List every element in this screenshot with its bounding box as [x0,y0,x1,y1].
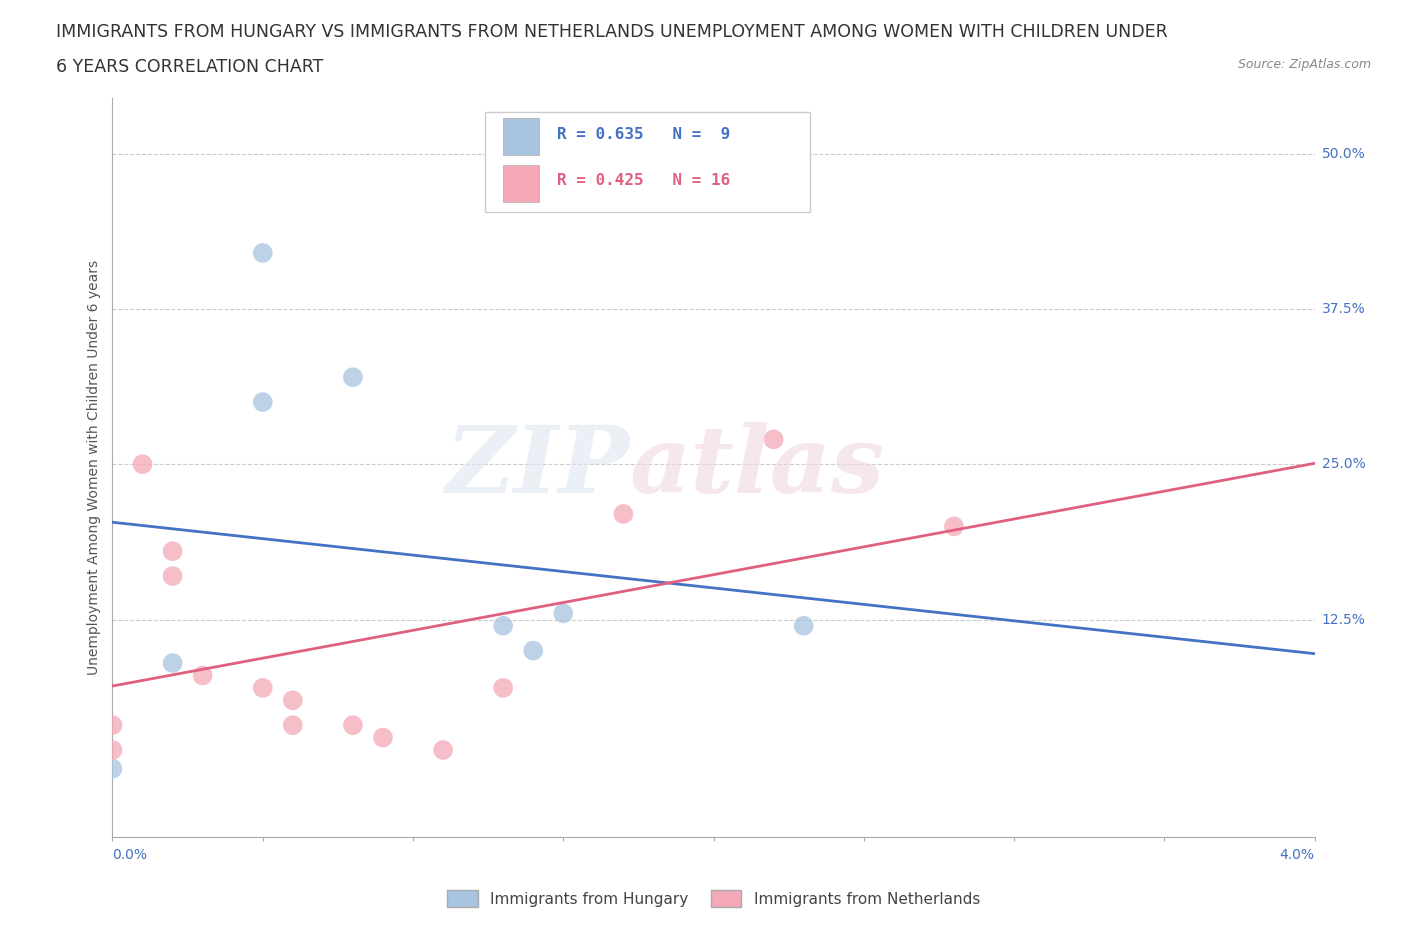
Point [101,762,124,777]
Text: 6 YEARS CORRELATION CHART: 6 YEARS CORRELATION CHART [56,58,323,75]
Legend: Immigrants from Hungary, Immigrants from Netherlands: Immigrants from Hungary, Immigrants from… [439,883,988,914]
Text: 12.5%: 12.5% [1322,613,1365,627]
Point [101,718,124,733]
Text: 50.0%: 50.0% [1322,147,1365,161]
Point [162,568,184,583]
Point [191,668,214,683]
Text: 25.0%: 25.0% [1322,458,1365,472]
Point [162,544,184,559]
Point [252,246,274,260]
Text: IMMIGRANTS FROM HUNGARY VS IMMIGRANTS FROM NETHERLANDS UNEMPLOYMENT AMONG WOMEN : IMMIGRANTS FROM HUNGARY VS IMMIGRANTS FR… [56,23,1168,41]
Point [101,742,124,757]
FancyBboxPatch shape [503,118,540,155]
Point [281,718,304,733]
Y-axis label: Unemployment Among Women with Children Under 6 years: Unemployment Among Women with Children U… [87,259,101,675]
Point [342,370,364,385]
Text: Source: ZipAtlas.com: Source: ZipAtlas.com [1237,58,1371,71]
Text: 37.5%: 37.5% [1322,302,1365,316]
Point [252,681,274,696]
Text: ZIP: ZIP [446,422,630,512]
Point [432,742,454,757]
Text: 0.0%: 0.0% [112,848,148,862]
FancyBboxPatch shape [485,113,810,212]
Point [942,519,965,534]
Point [162,656,184,671]
Text: atlas: atlas [630,422,884,512]
Point [612,507,634,522]
Point [492,681,515,696]
Point [492,618,515,633]
Point [553,605,575,620]
Point [342,718,364,733]
Point [762,432,785,446]
Text: 4.0%: 4.0% [1279,848,1315,862]
Point [371,730,394,745]
Point [252,394,274,409]
FancyBboxPatch shape [503,166,540,202]
Text: R = 0.635   N =  9: R = 0.635 N = 9 [557,126,731,142]
Point [131,457,153,472]
Point [793,618,815,633]
Point [281,693,304,708]
Point [522,644,544,658]
Text: R = 0.425   N = 16: R = 0.425 N = 16 [557,173,731,188]
